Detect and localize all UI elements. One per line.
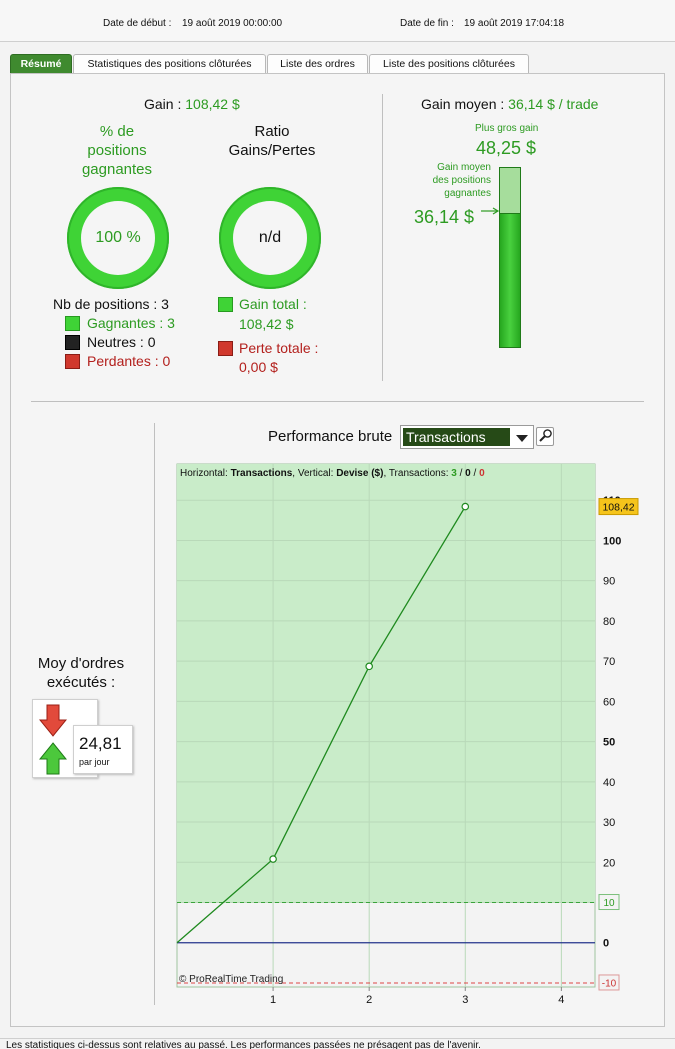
separator: / [457,468,465,479]
green-threshold-label: 10 [603,898,615,909]
end-date-label: Date de fin : [400,18,454,29]
avg-winning-value: 36,14 $ [414,207,475,227]
transactions-label: , Transactions: [383,468,451,479]
chart-info-line: Horizontal: Transactions, Vertical: Devi… [180,468,485,479]
ratio-ring: n/d [219,187,321,289]
horizontal-value: Transactions [231,468,293,479]
data-point [365,662,373,671]
orders-value: 24,81 [79,734,122,753]
tab-orders-list[interactable]: Liste des ordres [267,54,368,73]
neutrals-swatch [65,335,80,350]
losers-count: Perdantes : 0 [87,353,171,369]
biggest-gain-label: Plus gros gain [475,123,539,134]
last-value-label: 108,42 [602,502,634,514]
data-point [269,855,277,863]
orders-title: Moy d'ordres exécutés : [37,655,125,691]
positions-count: Nb de positions : 3 [53,296,169,312]
avg-gain-value: 36,14 $ / trade [508,96,599,112]
green-threshold-badge [598,894,620,911]
x-tick-label: 3 [462,994,468,1006]
summary-panel: Gain : 108,42 $ % de positions gagnantes… [10,73,665,1027]
left-divider [154,423,155,1005]
vertical-label: , Vertical: [292,468,336,479]
win-pct-ring: 100 % [67,187,169,289]
x-tick-label: 4 [558,994,564,1006]
orders-value-box: 24,81 par jour [73,725,133,774]
avg-winning-label: Gain moyen des positions gagnantes [432,162,491,199]
green-zone [177,464,595,903]
performance-select[interactable]: Transactions [400,425,534,449]
performance-chart: 0102030405060708090100110108,4210-101234… [176,463,639,1006]
tab-closed-positions-stats[interactable]: Statistiques des positions clôturées [73,54,266,73]
biggest-gain-value: 48,25 $ [476,138,537,158]
avg-gain-label: Gain moyen : [421,96,505,112]
y-tick-label: 30 [603,817,615,829]
winners-count: Gagnantes : 3 [87,315,175,331]
gain-bar-fill [500,212,520,347]
vertical-value: Devise ($) [336,468,383,479]
y-tick-label: 70 [603,656,615,668]
transactions-win: 3 [451,468,457,479]
y-tick-label: 90 [603,576,615,588]
equity-line [176,506,466,944]
horizontal-label: Horizontal: [180,468,231,479]
arrow-right-icon [481,207,500,215]
settings-wrench-button[interactable] [536,427,554,446]
orders-unit: par jour [79,757,110,767]
total-gain-value: 108,42 $ [239,316,294,332]
neutrals-count: Neutres : 0 [87,334,156,350]
y-tick-label: 40 [603,777,615,789]
total-loss-label: Perte totale : [239,340,319,356]
arrow-down-icon [39,704,67,737]
total-gain-swatch [218,297,233,312]
y-tick-label: 100 [603,535,621,547]
losers-swatch [65,354,80,369]
x-tick-label: 1 [270,994,276,1006]
horizontal-divider [31,401,644,402]
watermark: © ProRealTime Trading [179,974,283,985]
y-tick-label: 80 [603,616,615,628]
red-threshold-label: -10 [602,978,617,989]
avg-gain-row: Gain moyen : 36,14 $ / trade [421,96,598,112]
start-date-value: 19 août 2019 00:00:00 [182,18,283,29]
performance-select-value: Transactions [403,428,510,446]
red-threshold-badge [598,974,620,991]
data-point [461,502,470,511]
gain-bar [499,167,521,348]
last-value-badge [598,498,639,516]
x-tick-label: 2 [366,994,372,1006]
y-tick-label: 60 [603,696,615,708]
ratio-value: n/d [233,201,307,275]
performance-label: Performance brute [268,428,393,445]
gain-label: Gain : [144,96,182,112]
date-header: Date de début : 19 août 2019 00:00:00 Da… [0,0,675,42]
section-divider [382,94,383,381]
tab-closed-positions-list[interactable]: Liste des positions clôturées [369,54,529,73]
arrow-up-icon [39,742,67,775]
start-date-label: Date de début : [103,18,172,29]
chevron-down-icon [516,435,528,442]
total-loss-swatch [218,341,233,356]
y-tick-label: 0 [603,938,609,950]
separator: / [471,468,479,479]
win-pct-title: % de positions gagnantes [81,123,153,178]
total-loss-value: 0,00 $ [239,359,278,375]
transactions-neutral: 0 [465,468,471,479]
y-tick-label: 50 [603,737,615,749]
wrench-icon [539,429,552,442]
gain-row: Gain : 108,42 $ [144,96,240,112]
win-pct-value: 100 % [81,201,155,275]
gain-value: 108,42 $ [185,96,240,112]
transactions-loss: 0 [479,468,485,479]
disclaimer: Les statistiques ci-dessus sont relative… [0,1038,675,1049]
tab-resume[interactable]: Résumé [10,54,72,74]
winners-swatch [65,316,80,331]
total-gain-label: Gain total : [239,296,307,312]
y-tick-label: 20 [603,857,615,869]
ratio-title: Ratio Gains/Pertes [228,123,316,159]
end-date-value: 19 août 2019 17:04:18 [464,18,565,29]
